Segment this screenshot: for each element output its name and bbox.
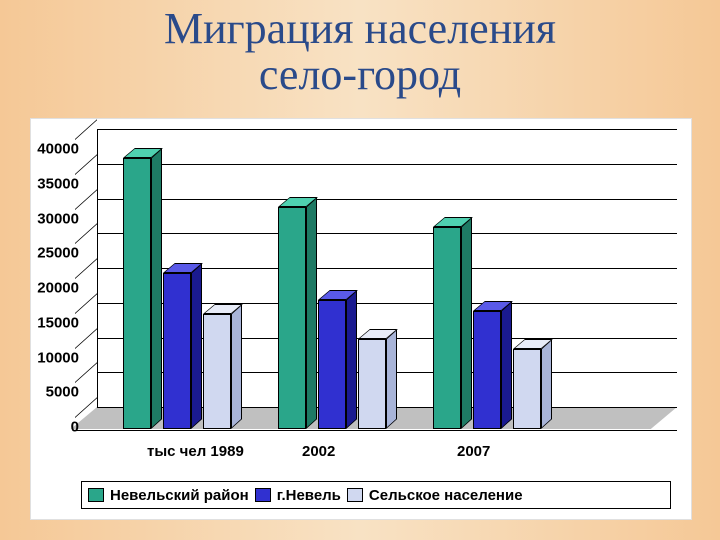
gridline-side [75,119,97,140]
y-tick-label: 0 [19,419,79,436]
x-tick-label: 2002 [302,443,335,460]
chart-container: 0500010000150002000025000300003500040000… [30,118,692,520]
y-tick-label: 30000 [19,210,79,227]
bar-side [501,301,512,429]
y-tick-label: 5000 [19,384,79,401]
bar-side [306,197,317,429]
bar-front [203,314,231,429]
legend-swatch [347,488,363,502]
y-tick-label: 20000 [19,280,79,297]
x-tick-label: тыс чел 1989 [147,443,244,460]
y-tick-label: 35000 [19,175,79,192]
bar-front [163,273,191,429]
bar-side [231,304,242,429]
y-tick-label: 40000 [19,141,79,158]
bar [203,314,231,429]
bar-front [433,227,461,429]
bar [278,207,306,429]
bar-front [278,207,306,429]
bar [513,349,541,429]
x-tick-label: 2007 [457,443,490,460]
bar-front [318,300,346,429]
legend: Невельский район г.Невель Сельское населен… [81,481,671,509]
bar-front [358,339,386,429]
legend-swatch [255,488,271,502]
bar [358,339,386,429]
y-tick-label: 25000 [19,245,79,262]
y-tick-label: 15000 [19,314,79,331]
gridline [97,233,677,234]
bar-side [386,329,397,429]
bar-side [541,339,552,429]
bar [473,311,501,429]
bar-side [191,263,202,429]
bar-side [346,291,357,429]
gridline [97,199,677,200]
bar [433,227,461,429]
x-axis-front-line [75,430,677,431]
legend-label: Сельское население [369,487,523,504]
bar [163,273,191,429]
bar-front [123,158,151,429]
gridline [97,164,677,165]
bar-front [513,349,541,429]
title-line-2: село-город [259,50,461,99]
bar [318,300,346,429]
bar-side [461,218,472,429]
chart-title: Миграция населения село-город [0,0,720,98]
legend-label: Невельский район [110,487,249,504]
y-tick-label: 10000 [19,349,79,366]
title-line-1: Миграция населения [164,4,556,53]
bar [123,158,151,429]
bar-front [473,311,501,429]
plot-area: 0500010000150002000025000300003500040000… [97,129,677,429]
bar-side [151,148,162,429]
legend-label: г.Невель [277,487,341,504]
gridline [97,129,677,130]
legend-swatch [88,488,104,502]
